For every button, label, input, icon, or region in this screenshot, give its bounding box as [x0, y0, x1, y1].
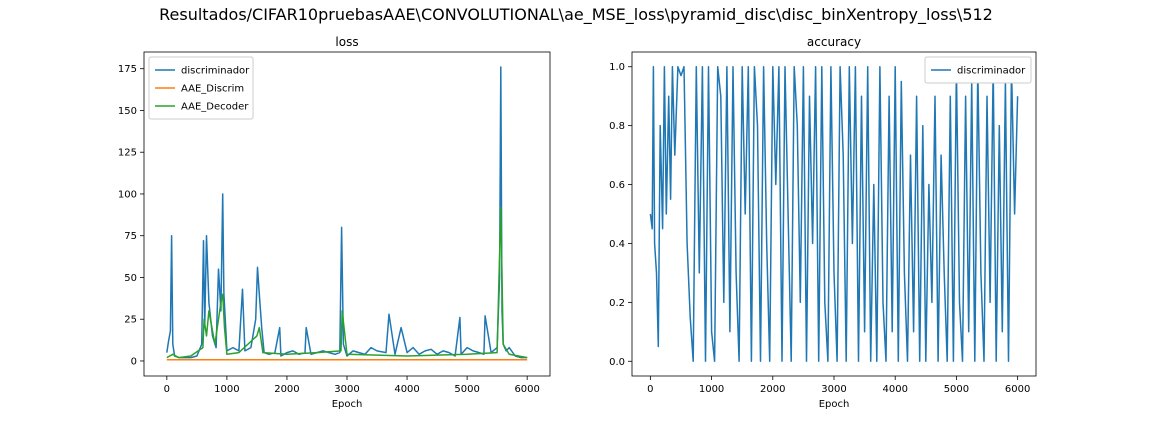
- x-tick-label: 6000: [514, 384, 539, 395]
- series-line-aae-decoder: [166, 206, 528, 359]
- legend-box: [924, 56, 1032, 84]
- y-tick-label: 50: [124, 273, 137, 284]
- x-tick-label: 1000: [214, 384, 239, 395]
- x-tick-label: 2000: [274, 384, 299, 395]
- chart-title: accuracy: [807, 35, 861, 49]
- legend: discriminador: [924, 56, 1032, 84]
- x-tick-label: 6000: [1005, 384, 1030, 395]
- series-line-discriminador: [649, 65, 1019, 363]
- loss-chart: 0 1000 2000 3000 4000 5000 6000 0 25 50 75 100 125 15…: [118, 35, 551, 410]
- x-tick-label: 5000: [944, 384, 969, 395]
- legend-label: AAE_Discrim: [181, 84, 244, 95]
- legend: discriminador AAE_Discrim AAE_Decoder: [148, 56, 254, 120]
- x-tick-label: 0: [164, 384, 170, 395]
- x-tick-label: 1000: [699, 384, 724, 395]
- x-tick-label: 4000: [882, 384, 907, 395]
- y-tick-label: 75: [124, 231, 137, 242]
- accuracy-chart: 0 1000 2000 3000 4000 5000 6000 0.0 0.2 0.4 0.6 0.8…: [609, 35, 1037, 410]
- chart-title: loss: [335, 35, 358, 49]
- y-tick-label: 0.4: [609, 239, 625, 250]
- legend-label: discriminador: [181, 66, 250, 77]
- x-axis-label: Epoch: [332, 399, 363, 410]
- y-tick-label: 0.8: [609, 121, 625, 132]
- y-tick-label: 1.0: [609, 62, 625, 73]
- x-tick-label: 0: [647, 384, 653, 395]
- y-tick-label: 125: [118, 148, 137, 159]
- x-tick-label: 3000: [334, 384, 359, 395]
- figure-title: Resultados/CIFAR10pruebasAAE\CONVOLUTION…: [159, 5, 993, 24]
- y-tick-label: 150: [118, 106, 137, 117]
- x-tick-label: 2000: [760, 384, 785, 395]
- y-tick-label: 0.2: [609, 298, 625, 309]
- legend-label: discriminador: [957, 66, 1026, 77]
- y-tick-label: 100: [118, 189, 137, 200]
- y-tick-label: 0: [131, 356, 137, 367]
- x-tick-label: 3000: [821, 384, 846, 395]
- legend-label: AAE_Decoder: [181, 102, 249, 113]
- y-tick-label: 0.0: [609, 357, 625, 368]
- legend-box: [148, 56, 254, 120]
- x-tick-label: 4000: [394, 384, 419, 395]
- y-tick-label: 25: [124, 315, 137, 326]
- y-tick-label: 0.6: [609, 180, 625, 191]
- x-axis-label: Epoch: [819, 399, 850, 410]
- x-tick-label: 5000: [454, 384, 479, 395]
- y-tick-label: 175: [118, 64, 137, 75]
